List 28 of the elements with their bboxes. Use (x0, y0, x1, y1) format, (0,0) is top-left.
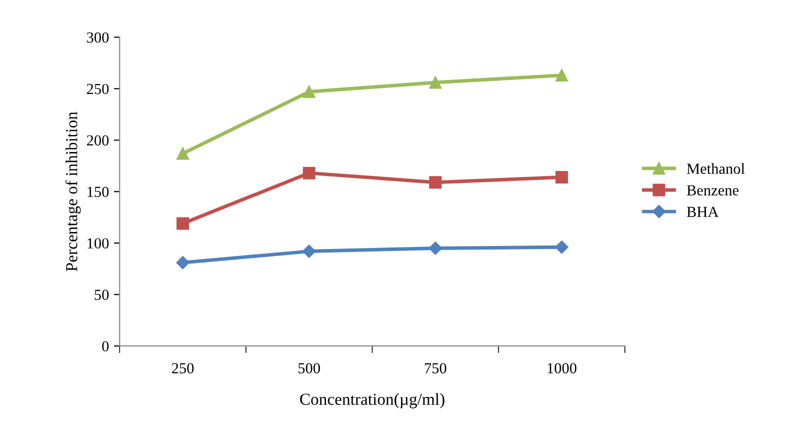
point (176, 256, 190, 270)
x-axis-title: Concentration(µg/ml) (300, 393, 444, 408)
y-tick-label: 0 (102, 341, 109, 352)
point (302, 244, 316, 258)
x-tick-label: 1000 (548, 363, 576, 374)
y-tick-label: 200 (86, 135, 109, 146)
x-tick-label: 750 (424, 363, 446, 374)
legend-label: Benzene (686, 185, 739, 196)
point (176, 147, 190, 160)
point (555, 170, 568, 184)
y-tick-label: 150 (88, 186, 109, 198)
legend-label: BHA (686, 206, 719, 217)
x-tick-label: 500 (298, 363, 320, 374)
y-tick-label: 100 (88, 238, 109, 249)
y-tick-label: 50 (94, 290, 109, 300)
point (555, 69, 568, 82)
y-axis-title: Percentage of inhibition (65, 112, 81, 272)
point (555, 240, 568, 254)
point (428, 242, 442, 255)
x-tick-label: 250 (172, 363, 194, 374)
point (429, 76, 442, 89)
point (302, 166, 316, 180)
y-tick-label: 250 (86, 84, 109, 94)
legend-label: Methanol (686, 163, 745, 174)
point (429, 176, 442, 189)
y-tick-label: 300 (87, 32, 109, 43)
point (302, 86, 316, 98)
point (176, 217, 190, 230)
